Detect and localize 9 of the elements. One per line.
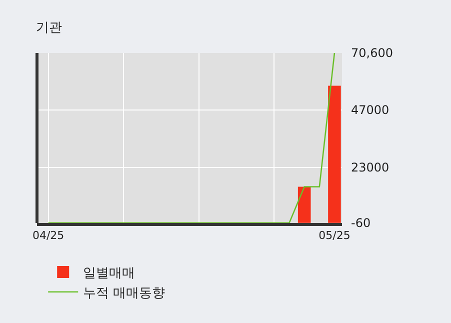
y-tick-label: 70,600 (351, 46, 393, 60)
y-tick-label: 47000 (351, 102, 390, 117)
x-tick-label: 05/25 (318, 229, 350, 242)
y-tick-label: -60 (351, 216, 371, 230)
chart-title: 기관 (36, 20, 62, 36)
x-tick-label: 04/25 (32, 229, 64, 242)
y-tick-label: 23000 (351, 160, 390, 175)
legend-label: 일별매매 (83, 266, 136, 282)
legend-label: 누적 매매동향 (83, 286, 166, 301)
